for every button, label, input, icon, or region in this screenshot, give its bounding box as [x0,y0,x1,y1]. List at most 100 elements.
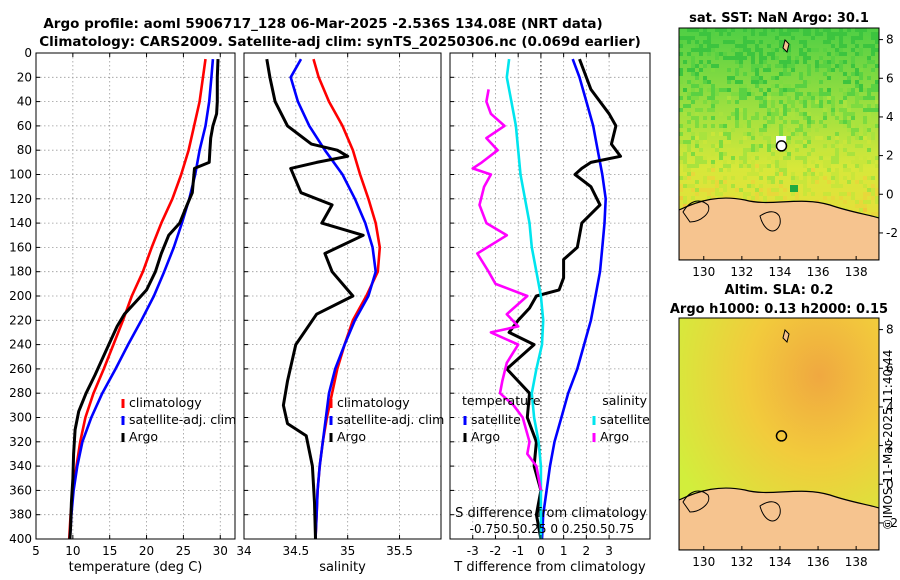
sst-cell [711,68,715,72]
sst-cell [843,108,847,112]
sst-cell [695,192,699,196]
sst-cell [775,64,779,68]
sst-cell [687,120,691,124]
sst-cell [695,156,699,160]
legend-label: satellite-adj. clim [129,412,236,427]
sst-cell [743,28,747,32]
sst-cell [843,60,847,64]
y-tick-label: 220 [9,313,32,327]
sst-cell [743,196,747,200]
sst-cell [807,136,811,140]
sst-cell [867,92,871,96]
sst-cell [751,168,755,172]
sst-cell [767,140,771,144]
sst-cell [723,164,727,168]
sst-cell [795,88,799,92]
sst-cell [863,124,867,128]
sst-cell [755,196,759,200]
sst-cell [695,180,699,184]
sst-cell [715,44,719,48]
sst-cell [815,68,819,72]
sst-cell [751,128,755,132]
sst-cell [735,124,739,128]
sst-cell [835,120,839,124]
sst-cell [819,152,823,156]
sst-cell [711,104,715,108]
x-tick-label: -2 [489,544,501,558]
sst-cell [759,164,763,168]
sst-cell [807,172,811,176]
map-y-tick-label: 6 [886,71,894,85]
sst-cell [835,168,839,172]
sst-cell [799,112,803,116]
sst-cell [739,64,743,68]
sst-cell [783,188,787,192]
sst-cell [691,152,695,156]
sst-cell [827,32,831,36]
legend-label: climatology [129,395,202,410]
sst-cell [743,160,747,164]
sst-cell [803,156,807,160]
sst-cell [867,148,871,152]
sst-cell [787,128,791,132]
sst-cell [771,144,775,148]
sst-cell [719,132,723,136]
sst-cell [739,48,743,52]
sst-cell [831,156,835,160]
sst-cell [843,92,847,96]
sst-cell [691,172,695,176]
sst-cell [759,32,763,36]
sst-cell [763,128,767,132]
sst-cell [871,192,875,196]
series-line-t-argo [505,58,622,540]
sst-cell [711,108,715,112]
sst-cell [851,104,855,108]
sst-cell [779,44,783,48]
sst-cell [851,56,855,60]
sst-cell [723,52,727,56]
sst-cell [839,48,843,52]
sst-cell [687,112,691,116]
sst-cell [875,100,879,104]
sst-cell [807,152,811,156]
sst-cell [723,28,727,32]
sst-cell [779,40,783,44]
sst-cell [703,140,707,144]
sst-cell [703,32,707,36]
sst-cell [739,44,743,48]
sst-cell [687,164,691,168]
sst-cell [787,72,791,76]
sst-cell [795,148,799,152]
sst-cell [775,192,779,196]
sst-cell [731,176,735,180]
sst-cell [699,156,703,160]
sst-cell [727,168,731,172]
sst-cell [875,200,879,204]
sst-cell [703,28,707,32]
sst-cell [727,32,731,36]
sst-cell [779,32,783,36]
sst-cell [767,120,771,124]
sst-cell [835,64,839,68]
sst-cell [859,96,863,100]
sst-cell [803,160,807,164]
sst-cell [843,44,847,48]
sst-cell [807,48,811,52]
sst-cell [779,180,783,184]
series-line-satellite-adj-clim [68,58,215,540]
sst-cell [759,60,763,64]
sst-cell [799,84,803,88]
sst-cell [795,92,799,96]
sst-cell [683,140,687,144]
sst-cell [811,96,815,100]
sst-cell [819,80,823,84]
sst-cell [783,172,787,176]
sst-cell [863,96,867,100]
sst-cell [795,28,799,32]
sst-cell [823,160,827,164]
sst-cell [723,128,727,132]
sst-cell [711,124,715,128]
sst-cell [863,200,867,204]
sst-cell [855,72,859,76]
sst-cell [819,32,823,36]
